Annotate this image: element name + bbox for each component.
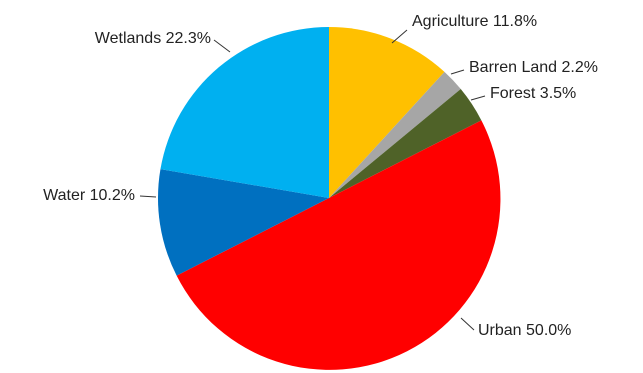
- slice-label-urban: Urban 50.0%: [478, 322, 571, 339]
- leader-line-water: [139, 195, 157, 198]
- slice-label-wetlands: Wetlands 22.3%: [95, 30, 211, 47]
- pie-slice-water: [157, 169, 329, 276]
- leader-line-barren-land: [450, 69, 465, 75]
- leader-line-agriculture: [391, 29, 408, 44]
- pie-slice-agriculture: [329, 27, 445, 198]
- leader-line-forest: [470, 95, 486, 101]
- slice-labels: Agriculture 11.8% Barren Land 2.2% Forest …: [43, 13, 598, 339]
- slice-label-agriculture: Agriculture 11.8%: [412, 13, 537, 30]
- leader-lines: [139, 29, 486, 331]
- slice-label-forest: Forest 3.5%: [490, 85, 576, 102]
- slice-label-water: Water 10.2%: [43, 187, 135, 204]
- pie-slice-urban: [176, 120, 501, 370]
- leader-line-urban: [460, 317, 475, 331]
- pie-slice-forest: [329, 89, 482, 198]
- pie-slice-wetlands: [160, 26, 329, 198]
- leader-line-wetlands: [213, 39, 231, 53]
- slice-label-barren-land: Barren Land 2.2%: [469, 59, 598, 76]
- pie-slice-barren-land: [329, 71, 461, 198]
- pie-slices: [157, 26, 501, 370]
